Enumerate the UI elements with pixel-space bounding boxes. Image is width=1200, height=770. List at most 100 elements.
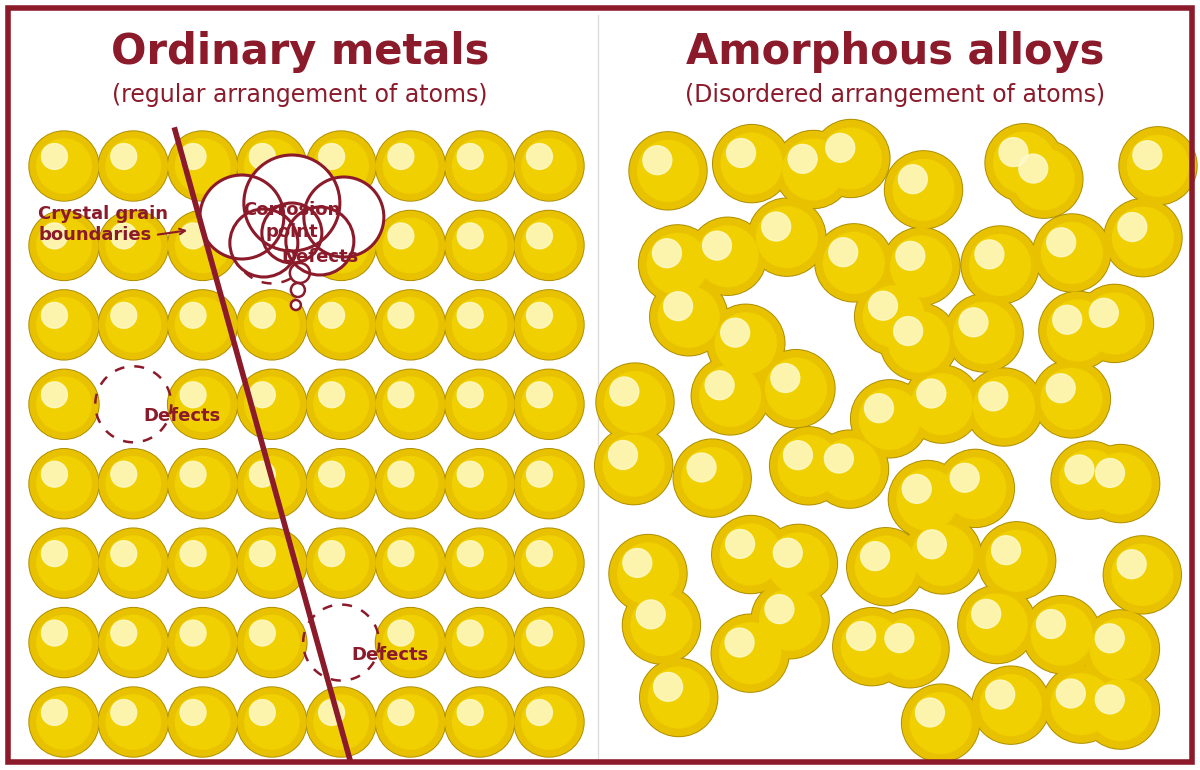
Ellipse shape (596, 363, 674, 441)
Ellipse shape (445, 449, 515, 519)
Ellipse shape (180, 620, 206, 646)
Ellipse shape (527, 541, 552, 567)
Ellipse shape (383, 695, 438, 749)
Ellipse shape (180, 541, 206, 567)
Ellipse shape (768, 533, 829, 594)
Ellipse shape (457, 143, 484, 169)
Ellipse shape (250, 303, 275, 328)
Ellipse shape (106, 457, 161, 511)
Ellipse shape (595, 427, 672, 504)
Ellipse shape (610, 536, 686, 611)
Ellipse shape (782, 139, 844, 200)
Ellipse shape (175, 536, 229, 591)
Ellipse shape (383, 218, 438, 273)
Ellipse shape (859, 388, 920, 449)
Ellipse shape (306, 687, 376, 757)
Ellipse shape (514, 290, 584, 360)
Ellipse shape (42, 700, 67, 725)
Ellipse shape (834, 608, 910, 685)
Ellipse shape (1044, 666, 1120, 742)
Ellipse shape (168, 132, 236, 200)
Ellipse shape (180, 303, 206, 328)
Ellipse shape (1046, 228, 1075, 256)
Ellipse shape (1112, 207, 1174, 268)
Ellipse shape (647, 233, 708, 294)
Ellipse shape (306, 131, 376, 201)
Ellipse shape (998, 138, 1028, 166)
Ellipse shape (236, 608, 307, 678)
Ellipse shape (314, 695, 368, 749)
Ellipse shape (42, 620, 67, 646)
Ellipse shape (641, 660, 716, 735)
Ellipse shape (959, 308, 988, 336)
Ellipse shape (514, 528, 584, 598)
Ellipse shape (30, 212, 98, 280)
Ellipse shape (1034, 215, 1110, 291)
Ellipse shape (854, 277, 932, 356)
Ellipse shape (37, 298, 91, 352)
Ellipse shape (713, 615, 788, 691)
Ellipse shape (30, 529, 98, 598)
Ellipse shape (445, 450, 514, 517)
Ellipse shape (713, 125, 791, 203)
Ellipse shape (314, 536, 368, 591)
Ellipse shape (726, 139, 756, 167)
Ellipse shape (756, 207, 817, 267)
Ellipse shape (725, 628, 754, 657)
Ellipse shape (238, 608, 306, 677)
Ellipse shape (1084, 293, 1145, 353)
Ellipse shape (640, 226, 715, 302)
Ellipse shape (910, 693, 971, 754)
Ellipse shape (522, 139, 576, 193)
Ellipse shape (1033, 214, 1111, 292)
Ellipse shape (904, 366, 980, 442)
Ellipse shape (958, 585, 1036, 664)
Ellipse shape (42, 541, 67, 567)
Ellipse shape (713, 517, 788, 593)
Ellipse shape (1104, 537, 1181, 613)
Text: Corrosion
point: Corrosion point (244, 201, 341, 241)
Ellipse shape (972, 599, 1001, 628)
Ellipse shape (307, 370, 376, 438)
Ellipse shape (916, 698, 944, 727)
Ellipse shape (457, 223, 484, 249)
Ellipse shape (452, 457, 506, 511)
Ellipse shape (445, 608, 514, 677)
Ellipse shape (98, 210, 168, 280)
Ellipse shape (42, 303, 67, 328)
Ellipse shape (100, 450, 167, 517)
Ellipse shape (1060, 450, 1121, 511)
Ellipse shape (100, 688, 167, 756)
Ellipse shape (1081, 610, 1159, 688)
Ellipse shape (1043, 665, 1121, 743)
Text: Ordinary metals: Ordinary metals (110, 31, 490, 73)
Ellipse shape (168, 291, 236, 359)
Ellipse shape (760, 589, 821, 650)
Ellipse shape (841, 616, 902, 677)
Ellipse shape (1090, 618, 1151, 679)
Ellipse shape (100, 212, 167, 280)
Ellipse shape (445, 370, 515, 440)
Ellipse shape (944, 458, 1006, 519)
Ellipse shape (527, 143, 552, 169)
Ellipse shape (659, 286, 719, 347)
Circle shape (230, 209, 298, 277)
Ellipse shape (98, 528, 168, 598)
Ellipse shape (880, 303, 958, 380)
Ellipse shape (1042, 223, 1103, 283)
Ellipse shape (1075, 284, 1153, 363)
Ellipse shape (946, 295, 1022, 371)
Ellipse shape (702, 231, 732, 260)
Ellipse shape (869, 291, 898, 320)
Ellipse shape (824, 444, 853, 473)
Ellipse shape (636, 600, 665, 629)
Ellipse shape (691, 357, 769, 435)
Circle shape (244, 155, 340, 251)
Ellipse shape (445, 291, 514, 359)
Ellipse shape (889, 461, 966, 537)
Ellipse shape (236, 687, 307, 757)
Ellipse shape (307, 688, 376, 756)
Ellipse shape (888, 311, 949, 372)
Ellipse shape (973, 377, 1034, 437)
Ellipse shape (882, 227, 960, 306)
